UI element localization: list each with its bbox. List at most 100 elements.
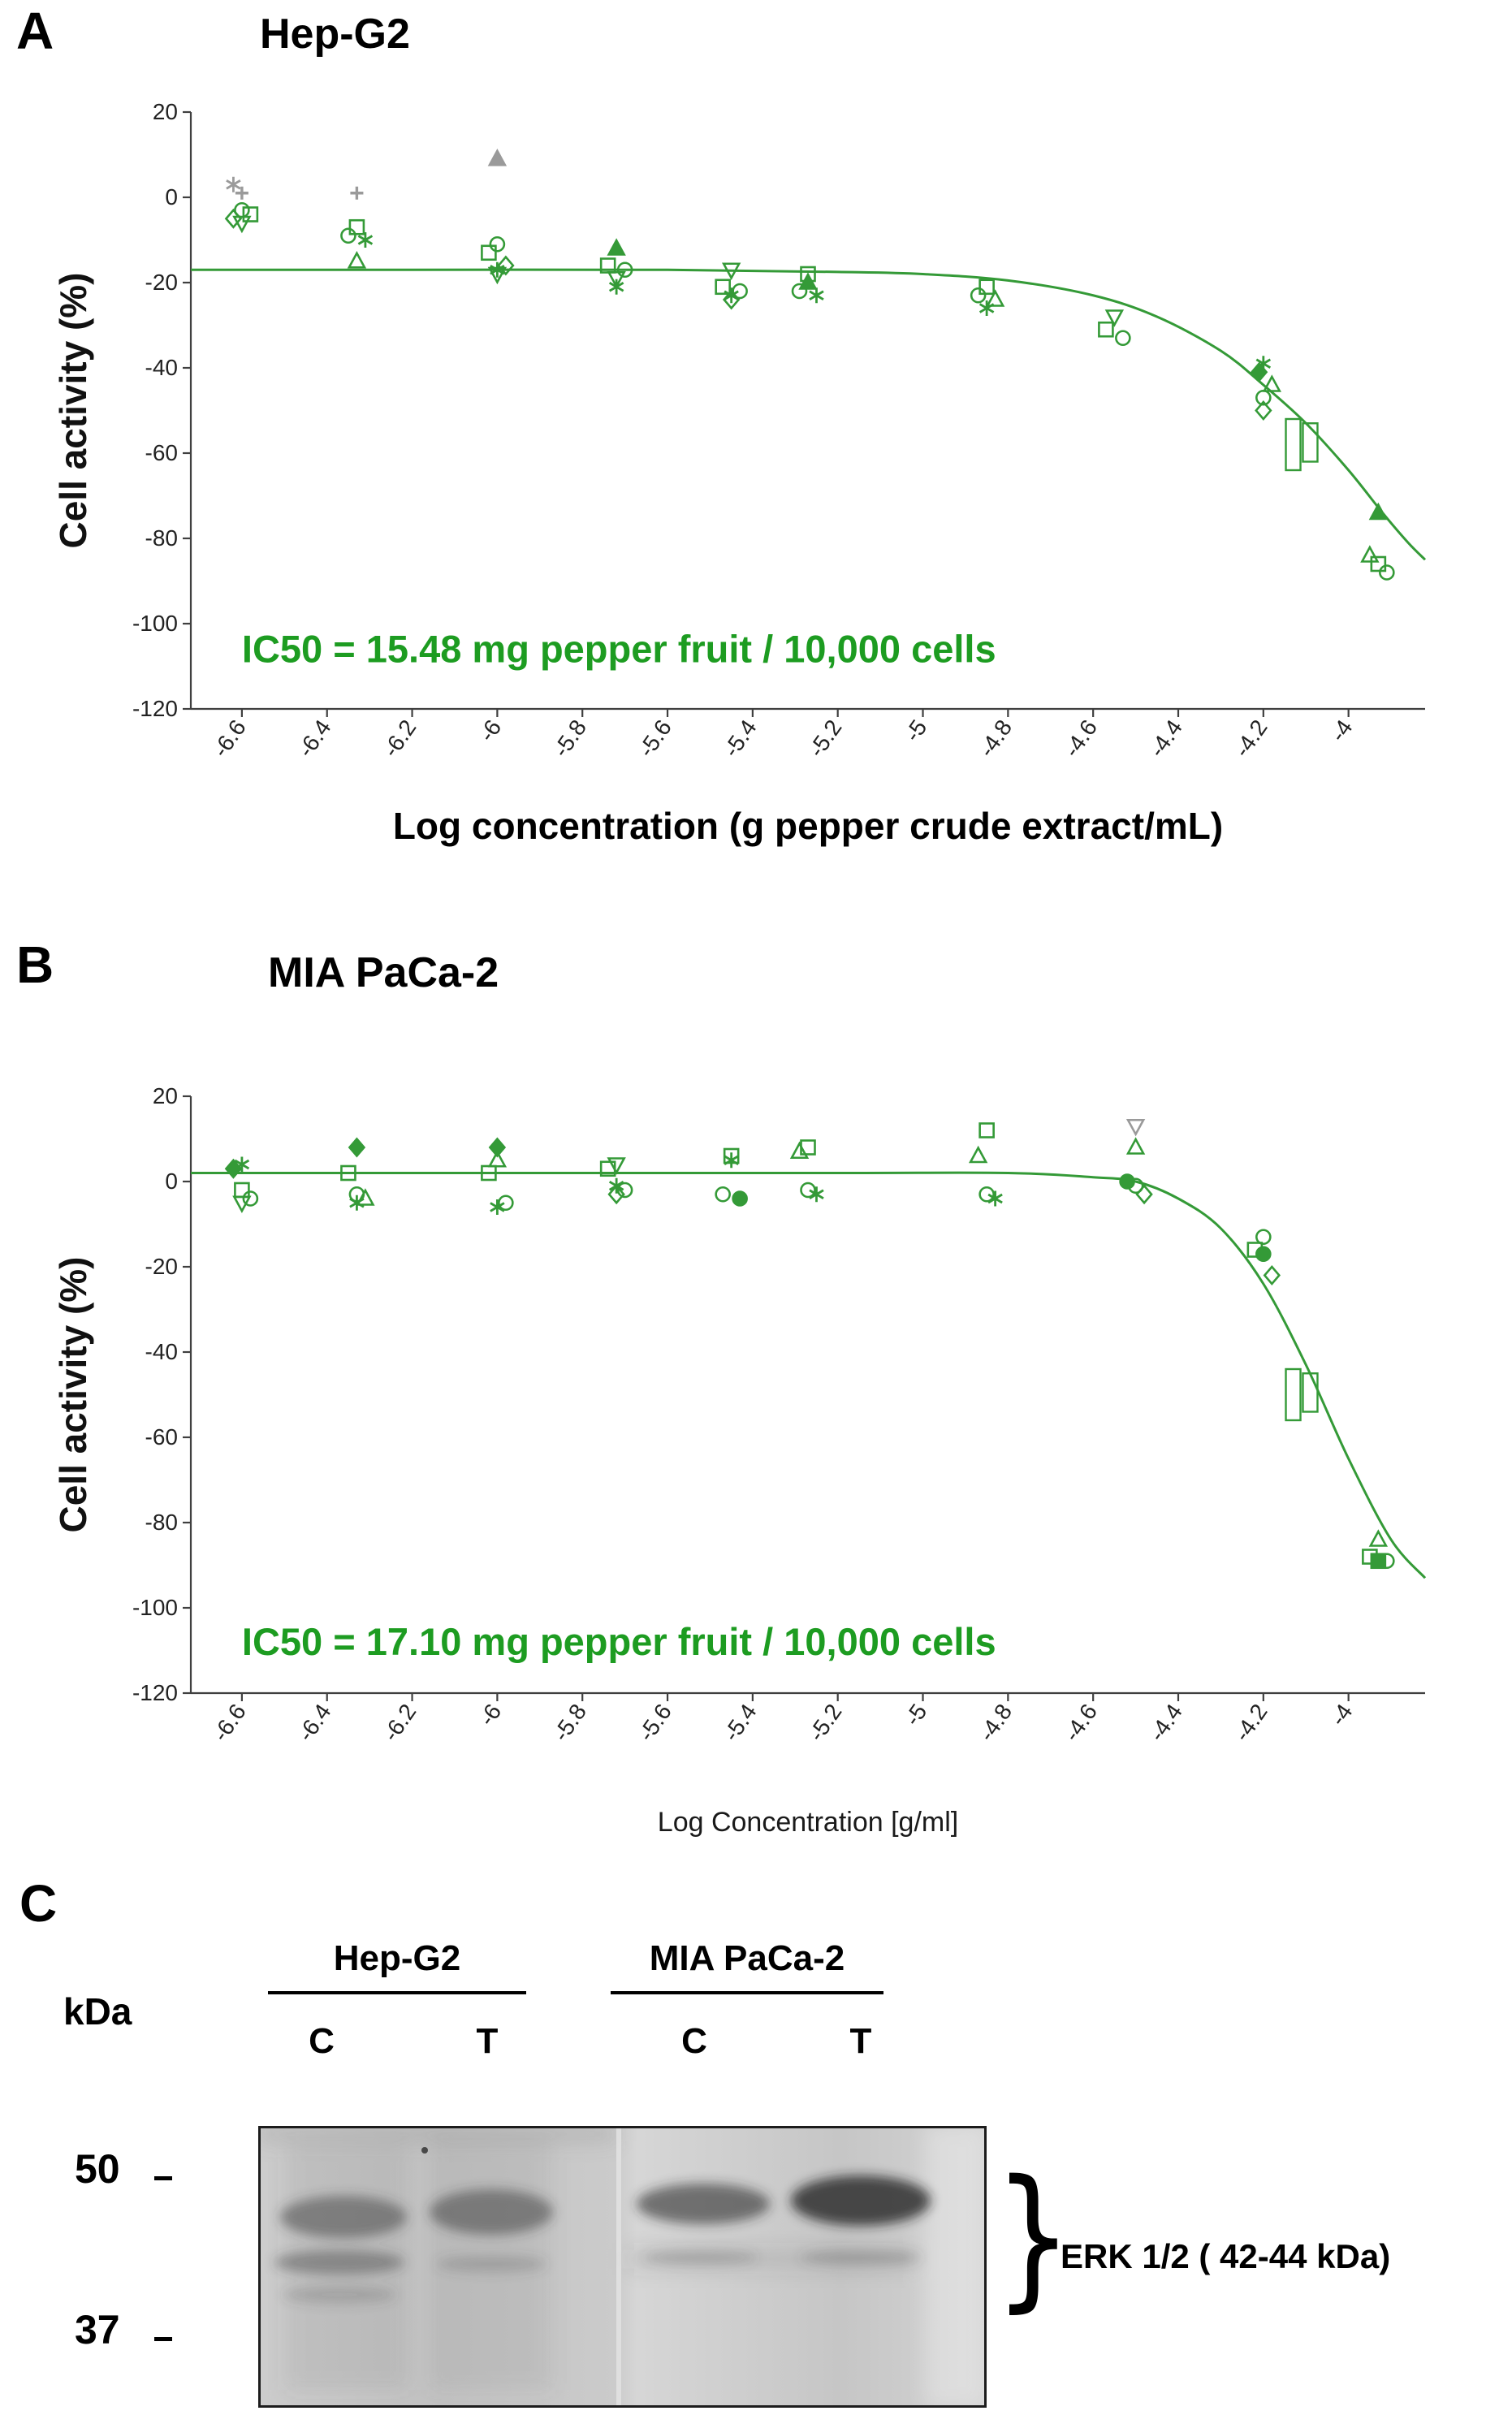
point-star <box>349 1198 365 1208</box>
x-tick-label: -6 <box>474 715 507 746</box>
point-star <box>978 303 995 313</box>
group-underline-hep-g2 <box>268 1991 526 1994</box>
point-triangle <box>1368 1529 1389 1547</box>
point-triangle <box>1262 374 1281 392</box>
point-circle <box>1255 1229 1272 1246</box>
point-triangle <box>968 1145 988 1164</box>
y-tick-label: -40 <box>145 355 178 380</box>
x-tick-label: -5.4 <box>719 715 762 762</box>
x-tick-label: -6.2 <box>378 1700 421 1746</box>
point-circle <box>715 1186 731 1203</box>
point-square <box>1370 555 1387 572</box>
point-square <box>978 1122 995 1138</box>
point-circle <box>242 1190 259 1207</box>
x-tick-label: -6.6 <box>208 1700 251 1746</box>
x-tick-label: -4.6 <box>1059 715 1102 762</box>
point-diamond <box>1135 1184 1153 1205</box>
x-tick-label: -4.4 <box>1144 715 1187 762</box>
point-circle <box>616 1182 633 1199</box>
point-triangle-down <box>232 215 252 234</box>
y-tick-label: 20 <box>153 1083 178 1108</box>
x-tick-label: -5.8 <box>548 715 591 762</box>
blot-speck <box>421 2147 428 2154</box>
point-diamond <box>488 1137 507 1158</box>
blot-border <box>258 2126 987 2408</box>
marker-50: 50 <box>75 2146 120 2192</box>
point-diamond <box>497 255 515 276</box>
group-label-hep-g2: Hep-G2 <box>333 1938 461 1978</box>
x-tick-label: -6.4 <box>293 1700 336 1746</box>
lane-label-t2: T <box>849 2021 872 2061</box>
point-triangle-down <box>1104 309 1125 327</box>
point-triangle-down <box>607 1157 626 1175</box>
point-square <box>481 244 497 261</box>
point-triangle-down <box>487 266 508 285</box>
error-box <box>1302 422 1319 463</box>
point-triangle-down <box>1125 1118 1146 1137</box>
y-tick-label: -60 <box>145 440 178 465</box>
panel-b-title: MIA PaCa-2 <box>268 949 499 996</box>
point-triangle <box>487 149 508 166</box>
x-tick-label: -5.2 <box>804 715 847 762</box>
point-triangle-down <box>232 1195 252 1213</box>
marker-37-tick <box>154 2337 172 2341</box>
lane-label-t1: T <box>476 2021 499 2061</box>
point-circle <box>1379 1553 1395 1570</box>
point-circle <box>978 1186 995 1203</box>
erk-band-label: ERK 1/2 ( 42-44 kDa) <box>1061 2237 1391 2275</box>
point-circle <box>1255 389 1272 406</box>
point-diamond <box>722 289 741 310</box>
y-tick-label: 20 <box>153 99 178 124</box>
point-star <box>490 1202 505 1212</box>
chart-mia-paca-2: 20 0 -20 -40 -60 -80 -100 -120 -6.6 -6.4 -6.2 -6 -5.… <box>52 1083 1427 1746</box>
marker-37: 37 <box>75 2307 120 2352</box>
error-box <box>1302 1372 1319 1413</box>
point-diamond <box>1255 400 1272 421</box>
x-tick-label: -5.6 <box>633 1700 676 1746</box>
x-tick-label: -5.8 <box>548 1700 591 1746</box>
error-box <box>1285 417 1302 472</box>
point-star <box>608 282 624 292</box>
y-tick-label: -20 <box>145 1254 178 1279</box>
x-tick-label: -4.2 <box>1229 1700 1272 1746</box>
point-circle <box>340 227 356 244</box>
point-star <box>987 1193 1003 1204</box>
point-square <box>978 279 995 296</box>
point-diamond <box>224 1158 243 1179</box>
bracket-glyph: } <box>994 2147 1073 2326</box>
point-diamond <box>607 1184 625 1205</box>
point-circle <box>498 1195 514 1212</box>
lane-label-c1: C <box>309 2021 335 2061</box>
panel-a-label: A <box>16 2 54 60</box>
point-diamond <box>1250 361 1268 382</box>
y-tick-label: 0 <box>165 184 178 210</box>
panel-a-title: Hep-G2 <box>260 11 410 58</box>
point-star <box>724 1155 739 1165</box>
x-tick-label: -6 <box>474 1700 507 1730</box>
chart-a-x-axis-title: Log concentration (g pepper crude extrac… <box>392 805 1224 847</box>
point-circle <box>489 235 506 253</box>
point-star <box>226 179 241 190</box>
chart-b-x-axis-title: Log Concentration [g/ml] <box>657 1807 959 1838</box>
y-tick-label: -80 <box>145 1510 178 1535</box>
point-circle <box>791 283 808 300</box>
point-square <box>242 206 259 222</box>
point-square <box>234 1182 250 1199</box>
y-tick-label: -100 <box>132 611 178 636</box>
x-tick-label: -4.6 <box>1059 1700 1102 1746</box>
ic50-annotation: IC50 = 17.10 mg pepper fruit / 10,000 ce… <box>242 1620 996 1663</box>
point-star <box>809 1189 824 1199</box>
point-diamond <box>348 1137 366 1158</box>
x-tick-label: -5.4 <box>719 1700 762 1746</box>
point-triangle <box>1125 1137 1146 1155</box>
x-tick-label: -6.2 <box>378 715 421 762</box>
point-circle <box>732 283 748 300</box>
point-circle <box>1119 1173 1135 1190</box>
x-tick-label: -4.8 <box>974 1700 1017 1746</box>
marker-50-tick <box>154 2176 172 2180</box>
point-triangle-down <box>607 270 626 289</box>
x-tick-label: -5 <box>900 715 932 746</box>
x-tick-label: -4.2 <box>1229 715 1272 762</box>
point-diamond <box>1263 1265 1281 1285</box>
